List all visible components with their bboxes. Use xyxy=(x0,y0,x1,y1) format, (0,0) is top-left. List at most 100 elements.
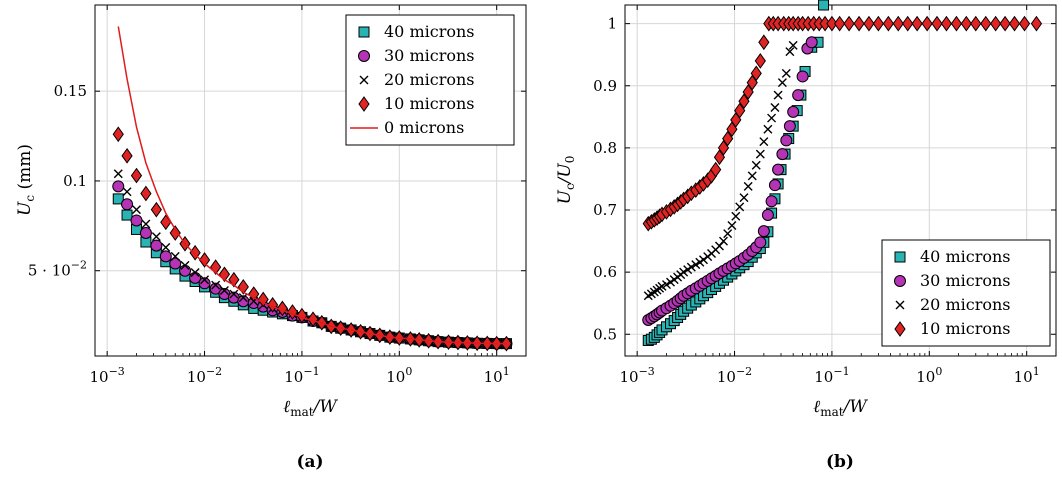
data-point-20-microns xyxy=(727,221,737,231)
data-point-10-microns xyxy=(130,167,143,184)
data-point-20-microns xyxy=(679,267,689,277)
data-point-20-microns xyxy=(180,260,190,270)
data-point-30-microns xyxy=(776,148,789,161)
panel-label-a: (a) xyxy=(296,452,323,472)
data-point-30-microns xyxy=(796,70,809,83)
data-point-20-microns xyxy=(219,285,229,295)
data-point-30-microns xyxy=(761,208,774,221)
x-tick-label: 101 xyxy=(484,365,510,386)
x-tick-label: 100 xyxy=(916,365,942,386)
y-tick-label: 0.9 xyxy=(593,77,617,95)
data-point-20-microns xyxy=(770,103,780,112)
data-point-20-microns xyxy=(229,289,239,299)
data-point-10-microns xyxy=(717,140,730,156)
legend-label: 30 microns xyxy=(920,271,1011,290)
data-point-10-microns xyxy=(742,84,754,100)
data-point-10-microns xyxy=(980,15,992,32)
data-point-10-microns xyxy=(286,304,299,320)
legend-swatch xyxy=(358,96,370,112)
data-point-10-microns xyxy=(999,15,1011,32)
data-point-20-microns xyxy=(759,137,769,147)
legend-label: 20 microns xyxy=(920,295,1011,314)
y-tick-label: 0.5 xyxy=(593,325,617,343)
data-point-20-microns xyxy=(686,262,696,272)
data-point-10-microns xyxy=(750,65,762,82)
data-point-10-microns xyxy=(1018,15,1031,32)
marks-a xyxy=(112,26,513,352)
y-tick-label: 0.7 xyxy=(593,201,617,219)
legend-label: 20 microns xyxy=(384,70,475,89)
data-point-10-microns xyxy=(872,15,885,32)
data-point-20-microns xyxy=(781,68,791,78)
data-point-30-microns xyxy=(198,277,211,290)
data-point-30-microns xyxy=(121,198,134,211)
data-point-10-microns xyxy=(1030,15,1043,32)
legend-swatch xyxy=(895,300,905,310)
legend-swatch xyxy=(358,26,370,38)
data-point-10-microns xyxy=(276,300,289,317)
data-point-30-microns xyxy=(765,195,778,208)
data-point-10-microns xyxy=(198,252,211,268)
series-line-0-microns xyxy=(117,26,507,345)
x-tick-label: 10−1 xyxy=(284,365,319,386)
data-point-20-microns xyxy=(777,78,787,88)
data-point-10-microns xyxy=(931,15,943,32)
data-point-10-microns xyxy=(758,34,770,51)
x-axis-label-a: ℓmat/W xyxy=(283,397,338,419)
data-point-10-microns xyxy=(746,74,758,91)
data-point-20-microns xyxy=(141,219,151,229)
data-point-30-microns xyxy=(112,180,125,193)
data-point-10-microns xyxy=(734,102,746,119)
legend-label: 40 microns xyxy=(920,247,1011,266)
data-point-10-microns xyxy=(853,15,865,32)
data-point-40-microns xyxy=(121,209,133,221)
data-point-10-microns xyxy=(266,296,279,313)
data-point-40-microns xyxy=(818,0,830,11)
data-point-10-microns xyxy=(882,15,894,32)
x-tick-label: 10−3 xyxy=(90,365,125,386)
data-point-20-microns xyxy=(751,160,761,170)
y-tick-label: 5 · 10−2 xyxy=(28,259,87,280)
data-point-30-microns xyxy=(130,214,143,227)
data-point-20-microns xyxy=(161,242,171,252)
x-tick-label: 10−3 xyxy=(620,365,655,386)
data-point-20-microns xyxy=(743,181,753,191)
data-point-10-microns xyxy=(218,266,231,283)
ticks-b: 10−3 10−2 10−1 100 101 0.5 0.6 0.7 0.8 0.9 1 xyxy=(593,5,1057,386)
legend-swatch xyxy=(894,321,906,337)
data-point-10-microns xyxy=(296,307,308,324)
data-point-10-microns xyxy=(1008,15,1021,32)
data-point-30-microns xyxy=(768,179,781,192)
panel-a: 10−3 10−2 10−1 100 101 5 · 10−2 0.1 0.15 40 mic… xyxy=(15,4,527,472)
x-tick-label: 10−2 xyxy=(187,365,222,386)
data-point-20-microns xyxy=(785,47,795,57)
data-point-20-microns xyxy=(190,268,200,278)
data-point-30-microns xyxy=(150,239,163,252)
data-point-30-microns xyxy=(139,227,152,240)
legend-label: 30 microns xyxy=(384,46,475,65)
data-point-10-microns xyxy=(307,311,319,328)
data-point-20-microns xyxy=(699,255,709,265)
data-point-20-microns xyxy=(661,280,671,290)
data-point-30-microns xyxy=(159,250,172,263)
legend-box xyxy=(881,239,1051,347)
data-point-20-microns xyxy=(691,260,701,270)
legend-label: 10 microns xyxy=(384,94,475,113)
legend-label: 40 microns xyxy=(384,22,475,41)
data-point-10-microns xyxy=(902,15,914,32)
data-point-10-microns xyxy=(713,149,726,166)
data-point-10-microns xyxy=(738,93,750,110)
data-point-10-microns xyxy=(990,15,1002,32)
legend-swatch xyxy=(894,275,906,287)
panel-label-b: (b) xyxy=(826,452,854,472)
data-point-20-microns xyxy=(131,205,141,215)
legend-label: 10 microns xyxy=(920,319,1011,338)
data-point-10-microns xyxy=(710,161,722,178)
data-point-30-microns xyxy=(783,120,796,133)
data-point-10-microns xyxy=(834,15,846,32)
data-point-10-microns xyxy=(970,15,982,32)
y-axis-label-a: Uc (mm) xyxy=(15,144,37,216)
data-point-10-microns xyxy=(826,15,838,32)
data-point-20-microns xyxy=(718,236,728,246)
